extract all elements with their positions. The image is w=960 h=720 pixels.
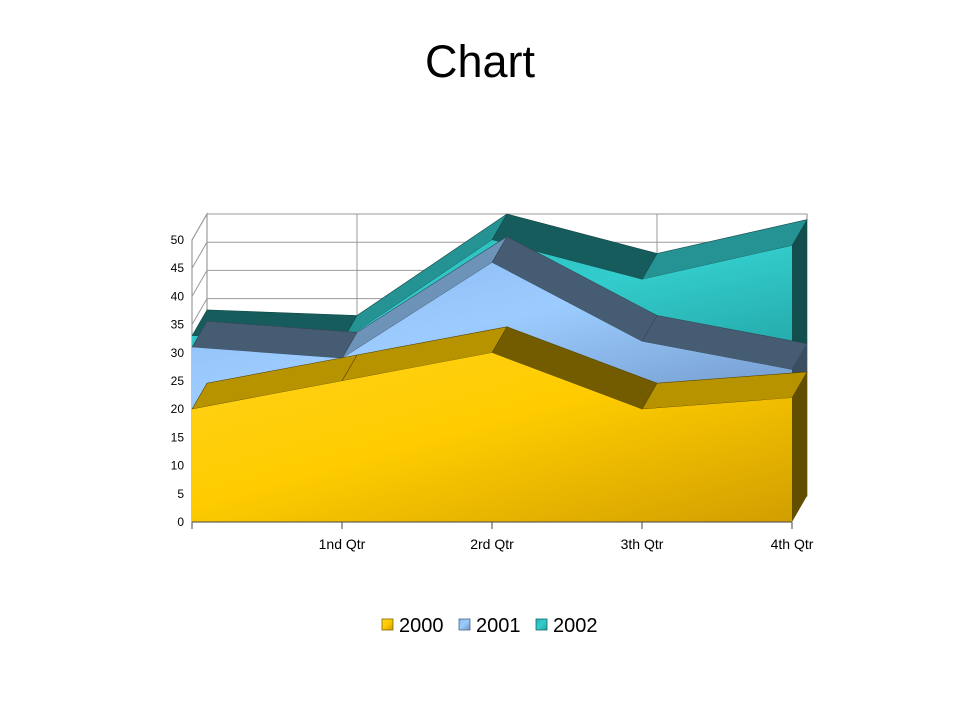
legend-label: 2002 (553, 615, 598, 637)
legend-swatch (458, 618, 471, 631)
x-tick-label: 2rd Qtr (470, 536, 514, 552)
legend-swatch (535, 618, 548, 631)
legend-label: 2001 (476, 615, 521, 637)
chart-areas (191, 213, 808, 522)
x-tick-label: 1nd Qtr (319, 536, 366, 552)
y-tick-label: 30 (171, 346, 185, 360)
legend-swatch (381, 618, 394, 631)
area-front-2000 (192, 352, 792, 522)
y-tick-label: 45 (171, 261, 185, 275)
legend-item-2001: 2001 (458, 615, 521, 637)
y-tick-label: 40 (171, 289, 185, 303)
legend-item-2002: 2002 (535, 615, 598, 637)
chart-axes: 0 5 10 15 20 25 30 35 40 45 50 1nd Qtr 2rd Qtr 3th Qt… (171, 233, 814, 552)
y-tick-label: 25 (171, 374, 185, 388)
y-tick-label: 50 (171, 233, 185, 247)
x-tick-label: 3th Qtr (621, 536, 664, 552)
area-series-2000 (191, 326, 808, 522)
area-end-face (792, 219, 807, 370)
y-tick-label: 20 (171, 402, 185, 416)
x-tick-label: 4th Qtr (771, 536, 814, 552)
y-tick-label: 15 (171, 430, 185, 444)
page-title: Chart (424, 36, 536, 87)
legend: 2000 2001 2002 (381, 615, 598, 637)
y-tick-label: 0 (177, 515, 184, 529)
legend-item-2000: 2000 (381, 615, 444, 637)
y-tick-label: 10 (171, 459, 185, 473)
y-tick-label: 5 (177, 487, 184, 501)
legend-label: 2000 (399, 615, 444, 637)
area-end-face (792, 371, 807, 522)
y-tick-label: 35 (171, 318, 185, 332)
gridline-y (191, 213, 807, 241)
